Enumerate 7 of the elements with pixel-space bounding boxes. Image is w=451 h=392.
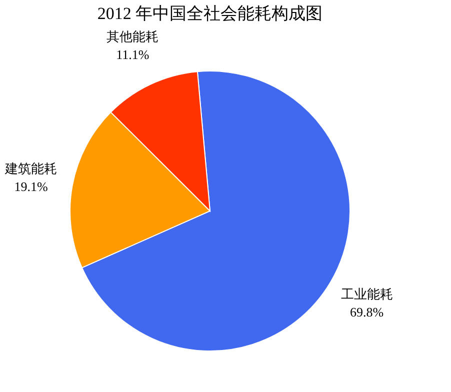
data-label: 19.1% bbox=[14, 178, 48, 194]
data-label: 11.1% bbox=[116, 47, 150, 62]
slice-label: 工业能耗 bbox=[340, 287, 393, 302]
chart-title: 2012 年中国全社会能耗构成图 bbox=[97, 4, 323, 24]
data-label: 69.8% bbox=[350, 304, 384, 320]
slice-label: 建筑能耗 bbox=[4, 162, 58, 177]
slice-label: 其他能耗 bbox=[106, 30, 159, 46]
